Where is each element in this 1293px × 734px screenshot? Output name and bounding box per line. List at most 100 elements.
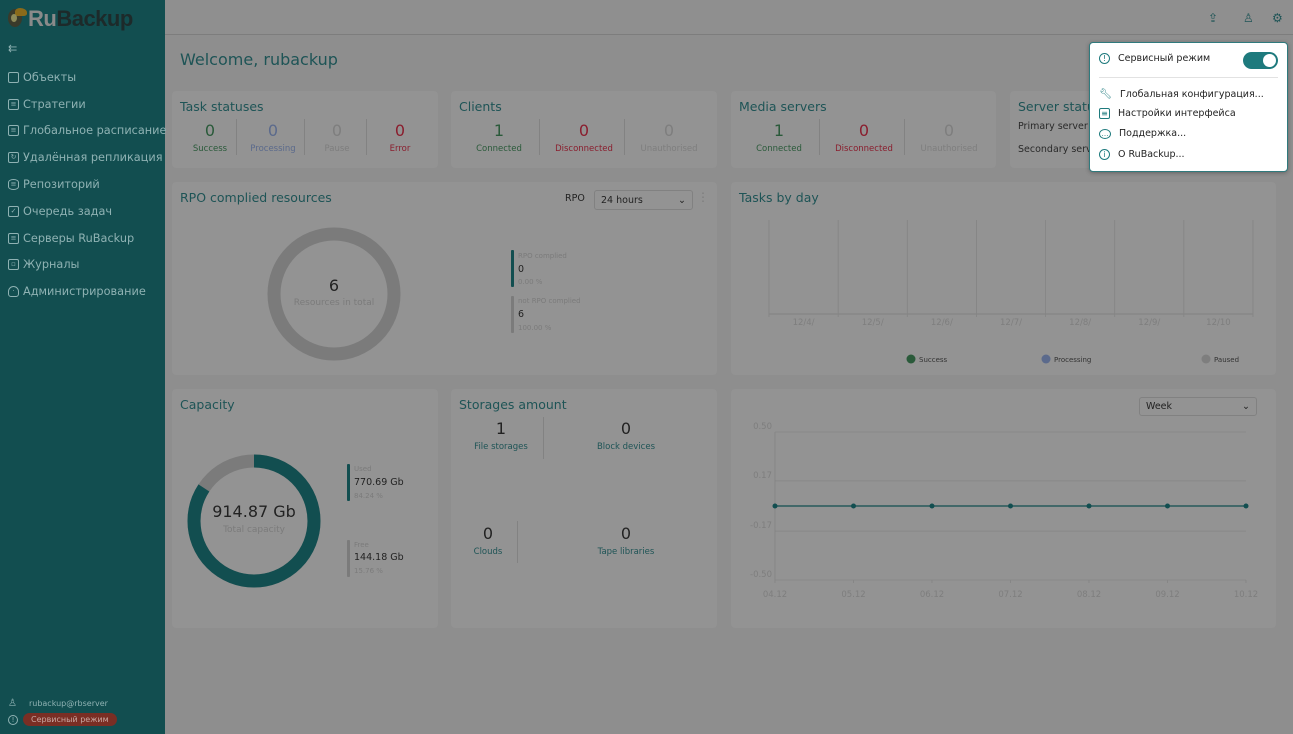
- rpo-total-label: Resources in total: [293, 298, 375, 308]
- sidebar-item-task-queue[interactable]: ✓ Очередь задач: [0, 198, 165, 225]
- rpo-period-select[interactable]: 24 hours ⌄: [594, 190, 693, 210]
- settings-popup-menu: ! Сервисный режим 🔧︎ Глобальная конфигурац…: [1089, 42, 1288, 172]
- legend-percent: 0.00 %: [518, 278, 543, 286]
- data-point: [1086, 503, 1092, 509]
- y-tick-label: 0.17: [753, 471, 772, 481]
- stat-connected[interactable]: 1 Connected: [471, 121, 527, 154]
- y-tick-label: -0.17: [750, 521, 772, 531]
- collapse-sidebar-icon[interactable]: ⇇: [8, 42, 18, 55]
- service-mode-row: ! Сервисный режим: [1099, 53, 1210, 64]
- sidebar-item-objects[interactable]: Объекты: [0, 64, 165, 91]
- menu-item-label: Глобальная конфигурация...: [1120, 89, 1264, 100]
- stat-value: 0: [578, 121, 590, 140]
- server-icon: ≡: [8, 232, 19, 244]
- legend-marker-success: [906, 354, 916, 364]
- stat-value: 1: [495, 419, 507, 438]
- stat-label: Connected: [476, 144, 522, 154]
- stat-unauthorised[interactable]: 0 Unauthorised: [915, 121, 983, 154]
- logo[interactable]: Ru Backup: [6, 4, 133, 34]
- period-select[interactable]: Week ⌄: [1139, 397, 1257, 416]
- card-title: Media servers: [739, 99, 827, 114]
- capacity-total-value: 914.87 Gb: [212, 502, 296, 521]
- sidebar-item-servers[interactable]: ≡ Серверы RuBackup: [0, 225, 165, 252]
- card-title: Task statuses: [180, 99, 264, 114]
- stat-label: Unauthorised: [920, 144, 978, 154]
- stat-disconnected[interactable]: 0 Disconnected: [831, 121, 897, 154]
- menu-item-support[interactable]: … Поддержка...: [1099, 128, 1186, 139]
- settings-icon[interactable]: ⚙: [1272, 11, 1283, 25]
- rpo-slice-not-complied: [267, 227, 401, 361]
- stat-value: 1: [773, 121, 785, 140]
- sidebar-nav: Объекты ≡ Стратегии ≡ Глобальное расписани…: [0, 64, 166, 305]
- data-point: [929, 503, 935, 509]
- card-title: RPO complied resources: [180, 190, 332, 205]
- sidebar-item-remote-replication[interactable]: ↻ Удалённая репликация: [0, 144, 165, 171]
- stat-error[interactable]: 0 Error: [376, 121, 424, 154]
- capacity-card: Capacity 914.87 Gb Total capacity Used 7…: [172, 389, 438, 628]
- x-tick-label: 05.12: [841, 590, 865, 600]
- logo-text-backup: Backup: [56, 6, 133, 31]
- service-mode-badge: Сервисный режим: [23, 713, 117, 726]
- menu-item-label: Поддержка...: [1119, 128, 1187, 139]
- menu-item-global-config[interactable]: 🔧︎ Глобальная конфигурация...: [1099, 88, 1264, 101]
- user-icon[interactable]: ♙: [1243, 11, 1254, 25]
- chevron-down-icon: ⌄: [1242, 401, 1250, 412]
- sidebar-item-administration[interactable]: · Администрирование: [0, 278, 165, 305]
- stat-clouds[interactable]: 0 Clouds: [465, 524, 511, 557]
- rpo-total-value: 6: [328, 276, 340, 295]
- legend-label: not RPO complied: [518, 297, 581, 305]
- secondary-server-label: Secondary server: [1018, 144, 1102, 155]
- service-mode-toggle[interactable]: [1243, 52, 1278, 69]
- card-title: Storages amount: [459, 397, 567, 412]
- stat-connected[interactable]: 1 Connected: [751, 121, 807, 154]
- toucan-logo-icon: [6, 6, 28, 32]
- stat-file-storages[interactable]: 1 File storages: [465, 419, 537, 452]
- stat-value: 0: [204, 121, 216, 140]
- legend-marker-processing: [1041, 354, 1051, 364]
- data-point: [1008, 503, 1013, 509]
- service-mode-indicator: ! Сервисный режим: [8, 713, 117, 726]
- more-options-icon[interactable]: ⋮: [697, 190, 709, 204]
- upload-icon[interactable]: ⇪: [1208, 11, 1219, 25]
- data-point: [1165, 503, 1170, 509]
- legend-value: 0: [518, 264, 525, 275]
- toggle-knob: [1263, 54, 1276, 67]
- stat-processing[interactable]: 0 Processing: [244, 121, 302, 154]
- rpo-donut: [267, 227, 401, 361]
- menu-item-interface-settings[interactable]: ≡ Настройки интерфейса: [1099, 108, 1236, 119]
- legend-bar-complied: [511, 250, 514, 287]
- stat-success[interactable]: 0 Success: [186, 121, 234, 154]
- menu-item-about[interactable]: i О RuBackup...: [1099, 149, 1185, 160]
- divider: [539, 119, 540, 155]
- stat-value: 0: [943, 121, 955, 140]
- stat-unauthorised[interactable]: 0 Unauthorised: [635, 121, 703, 154]
- data-point: [772, 503, 778, 509]
- warning-icon: !: [1099, 53, 1110, 64]
- stat-pause[interactable]: 0 Pause: [312, 121, 362, 154]
- sidebar-item-strategies[interactable]: ≡ Стратегии: [0, 91, 165, 118]
- capacity-total-label: Total capacity: [223, 525, 285, 535]
- info-icon: i: [1099, 149, 1110, 160]
- stat-block-devices[interactable]: 0 Block devices: [581, 419, 671, 452]
- legend-bar-free: [347, 540, 350, 577]
- data-point: [1243, 503, 1249, 509]
- legend-value: 770.69 Gb: [354, 477, 404, 488]
- stat-tape-libraries[interactable]: 0 Tape libraries: [581, 524, 671, 557]
- sidebar-item-logs[interactable]: ▫ Журналы: [0, 252, 165, 279]
- sidebar-item-repository[interactable]: ≡ Репозиторий: [0, 171, 165, 198]
- tasks-by-day-card: Tasks by day 12/4/12/5/12/6/12/7/12/8/12…: [731, 182, 1276, 375]
- x-tick-label: 06.12: [920, 590, 944, 600]
- card-title: Tasks by day: [739, 190, 819, 205]
- divider: [1099, 77, 1278, 78]
- x-tick-label: 12/5/: [862, 318, 884, 328]
- user-name: rubackup@rbserver: [28, 699, 108, 708]
- divider: [819, 119, 820, 155]
- database-icon: ≡: [8, 179, 19, 191]
- sidebar-item-global-schedule[interactable]: ≡ Глобальное расписание: [0, 118, 166, 145]
- legend-bar-not-complied: [511, 296, 514, 333]
- stat-disconnected[interactable]: 0 Disconnected: [551, 121, 617, 154]
- x-tick-label: 12/4/: [793, 318, 815, 328]
- task-statuses-card: Task statuses 0 Success 0 Processing 0 Paus…: [172, 91, 438, 168]
- divider: [236, 119, 237, 155]
